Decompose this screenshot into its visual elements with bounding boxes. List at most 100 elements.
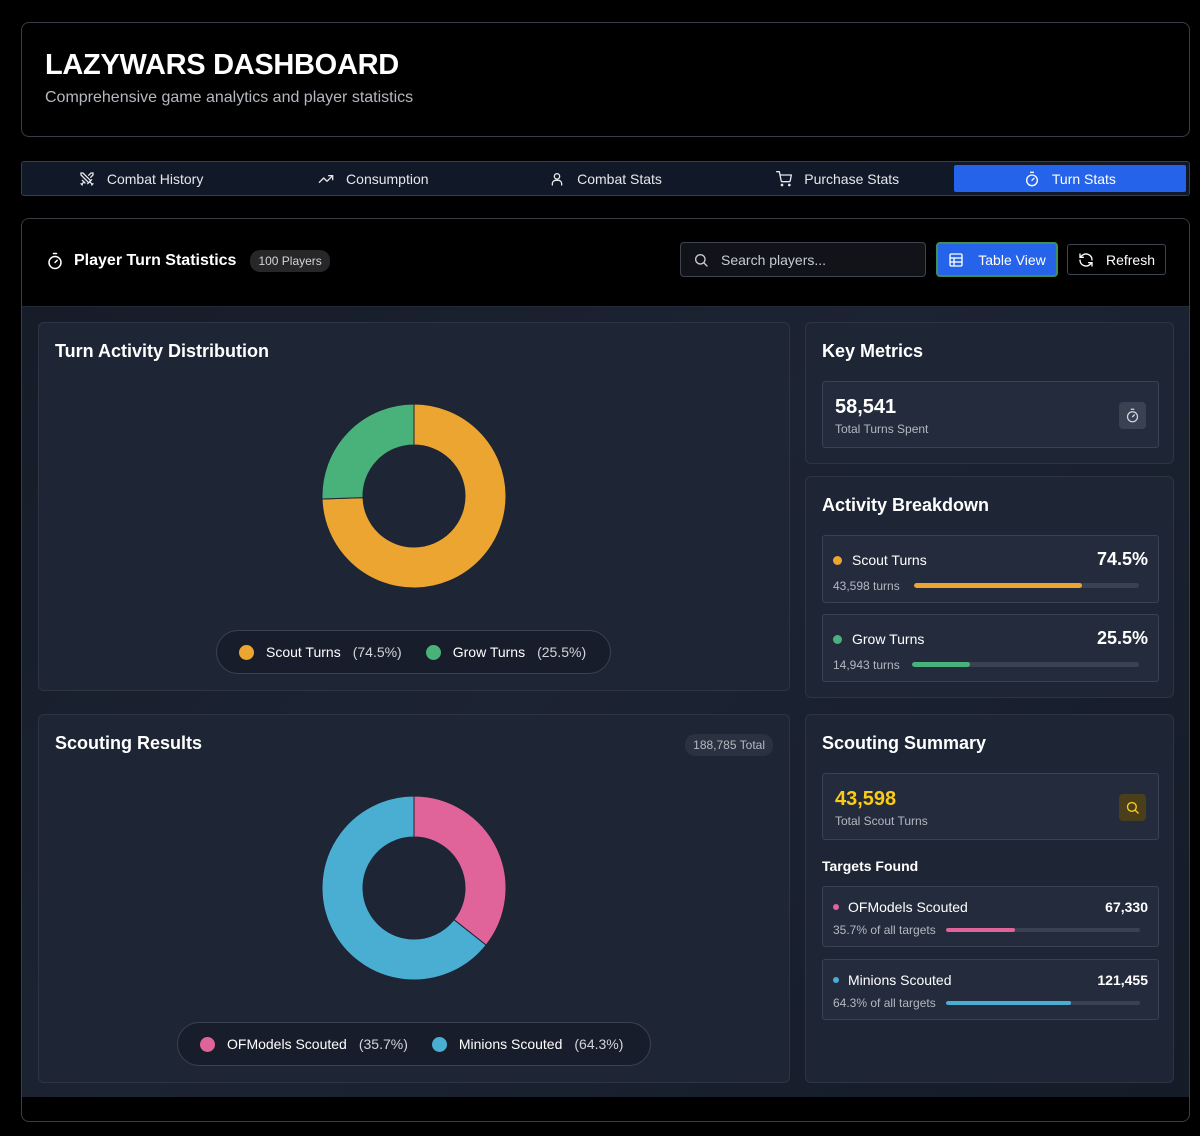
- turn-stats-panel: Player Turn Statistics 100 Players Table…: [21, 218, 1190, 1122]
- table-view-button[interactable]: Table View: [936, 242, 1058, 277]
- scout-turns-metric: 43,598 Total Scout Turns: [822, 773, 1159, 840]
- tab-purchase-stats[interactable]: Purchase Stats: [722, 165, 954, 192]
- status-dot: [833, 904, 839, 910]
- search-icon: [1126, 801, 1139, 814]
- legend-dot: [431, 1036, 447, 1052]
- legend-item-grow: Grow Turns (25.5%): [425, 644, 586, 660]
- scouting-results-title: Scouting Results: [55, 733, 203, 753]
- activity-name: Grow Turns: [833, 631, 924, 647]
- activity-item-scout: Scout Turns 74.5% 43,598 turns: [822, 535, 1159, 603]
- turn-activity-legend: Scout Turns (74.5%) Grow Turns (25.5%): [216, 630, 611, 674]
- cart-icon: [776, 170, 793, 186]
- tab-label: Purchase Stats: [804, 170, 900, 187]
- players-count-badge: 100 Players: [250, 250, 330, 272]
- target-name: OFModels Scouted: [833, 899, 968, 915]
- legend-item-scout: Scout Turns (74.5%): [239, 644, 402, 660]
- refresh-button[interactable]: Refresh: [1067, 244, 1166, 275]
- activity-pct: 74.5%: [1096, 549, 1148, 569]
- legend-label: Grow Turns: [452, 644, 526, 660]
- search-icon: [695, 253, 708, 267]
- target-label: Minions Scouted: [848, 972, 952, 988]
- table-view-label: Table View: [978, 251, 1046, 268]
- legend-pct: (64.3%): [574, 1036, 624, 1052]
- target-share: 64.3% of all targets: [833, 996, 936, 1010]
- metric-icon-wrap: [1119, 794, 1146, 821]
- legend-label: OFModels Scouted: [227, 1036, 347, 1052]
- activity-pct: 25.5%: [1096, 628, 1148, 648]
- total-turns-value: 58,541: [835, 396, 897, 418]
- scouting-summary-card: Scouting Summary 43,598 Total Scout Turn…: [805, 714, 1174, 1083]
- tab-label: Turn Stats: [1051, 170, 1116, 187]
- metric-icon-wrap: [1119, 402, 1146, 429]
- tab-combat-stats[interactable]: Combat Stats: [489, 165, 721, 192]
- legend-label: Minions Scouted: [458, 1036, 563, 1052]
- panel-header: Player Turn Statistics 100 Players Table…: [22, 219, 1189, 307]
- tab-turn-stats[interactable]: Turn Stats: [953, 165, 1187, 192]
- activity-breakdown-title: Activity Breakdown: [822, 495, 990, 515]
- scouting-results-card: Scouting Results 188,785 Total OFModels …: [38, 714, 790, 1083]
- swords-icon: [80, 171, 94, 186]
- target-name: Minions Scouted: [833, 972, 952, 988]
- page-subtitle: Comprehensive game analytics and player …: [45, 89, 414, 106]
- page-title: LAZYWARS DASHBOARD: [45, 49, 399, 81]
- target-progress-fill: [946, 1001, 1071, 1005]
- tab-label: Consumption: [346, 170, 429, 187]
- search-input[interactable]: [721, 251, 901, 268]
- activity-progress-fill: [912, 662, 970, 667]
- target-label: OFModels Scouted: [848, 899, 968, 915]
- user-icon: [551, 172, 563, 186]
- refresh-label: Refresh: [1105, 251, 1156, 268]
- activity-turns: 43,598 turns: [833, 579, 900, 593]
- search-box[interactable]: [680, 242, 926, 277]
- timer-icon: [1025, 171, 1038, 186]
- turn-activity-title: Turn Activity Distribution: [55, 341, 269, 361]
- activity-progress-fill: [914, 583, 1082, 588]
- turn-activity-slice-scout-turns[interactable]: [321, 403, 507, 589]
- legend-item-minions: Minions Scouted (64.3%): [431, 1036, 624, 1052]
- timer-icon: [48, 252, 62, 270]
- target-item-ofmodels: OFModels Scouted 67,330 35.7% of all tar…: [822, 886, 1159, 947]
- status-dot: [833, 977, 839, 983]
- scouting-summary-title: Scouting Summary: [822, 733, 987, 753]
- total-turns-metric: 58,541 Total Turns Spent: [822, 381, 1159, 448]
- scouting-total-badge: 188,785 Total: [685, 734, 773, 756]
- key-metrics-card: Key Metrics 58,541 Total Turns Spent: [805, 322, 1174, 464]
- activity-turns: 14,943 turns: [833, 658, 900, 672]
- tab-consumption[interactable]: Consumption: [257, 165, 489, 192]
- turn-activity-donut-chart: [321, 403, 507, 589]
- scouting-results-legend: OFModels Scouted (35.7%) Minions Scouted…: [177, 1022, 651, 1066]
- scouting-results-slice-ofmodels-scouted[interactable]: [413, 795, 507, 946]
- panel-title-text: Player Turn Statistics: [74, 252, 237, 269]
- target-item-minions: Minions Scouted 121,455 64.3% of all tar…: [822, 959, 1159, 1020]
- target-count: 67,330: [1105, 899, 1148, 915]
- tab-combat-history[interactable]: Combat History: [25, 165, 257, 192]
- activity-progress-bar: [912, 662, 1139, 667]
- activity-name: Scout Turns: [833, 552, 927, 568]
- tab-label: Combat Stats: [577, 170, 662, 187]
- turn-activity-slice-grow-turns[interactable]: [321, 403, 415, 500]
- activity-label: Scout Turns: [852, 552, 927, 568]
- scout-turns-label: Total Scout Turns: [835, 814, 928, 828]
- legend-dot: [239, 644, 254, 660]
- legend-item-ofmodels: OFModels Scouted (35.7%): [200, 1036, 408, 1052]
- panel-content: Turn Activity Distribution Scout Turns (…: [22, 307, 1189, 1097]
- activity-breakdown-card: Activity Breakdown Scout Turns 74.5% 43,…: [805, 476, 1174, 698]
- activity-progress-bar: [914, 583, 1139, 588]
- scouting-results-slice-minions-scouted[interactable]: [321, 795, 487, 981]
- scout-turns-value: 43,598: [835, 788, 897, 810]
- turn-activity-card: Turn Activity Distribution Scout Turns (…: [38, 322, 790, 691]
- refresh-icon: [1079, 252, 1093, 267]
- status-dot: [833, 634, 842, 644]
- total-turns-label: Total Turns Spent: [835, 422, 929, 436]
- key-metrics-title: Key Metrics: [822, 341, 924, 361]
- timer-icon: [1126, 408, 1139, 423]
- legend-pct: (35.7%): [358, 1036, 408, 1052]
- legend-dot: [200, 1036, 215, 1052]
- trending-up-icon: [318, 174, 334, 183]
- activity-label: Grow Turns: [852, 631, 925, 647]
- table-icon: [949, 252, 963, 267]
- target-share: 35.7% of all targets: [833, 923, 936, 937]
- status-dot: [833, 555, 842, 565]
- activity-item-grow: Grow Turns 25.5% 14,943 turns: [822, 614, 1159, 682]
- target-progress-bar: [946, 1001, 1140, 1005]
